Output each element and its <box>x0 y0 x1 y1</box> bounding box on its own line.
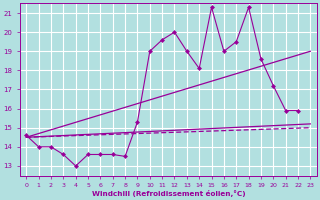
X-axis label: Windchill (Refroidissement éolien,°C): Windchill (Refroidissement éolien,°C) <box>92 190 245 197</box>
